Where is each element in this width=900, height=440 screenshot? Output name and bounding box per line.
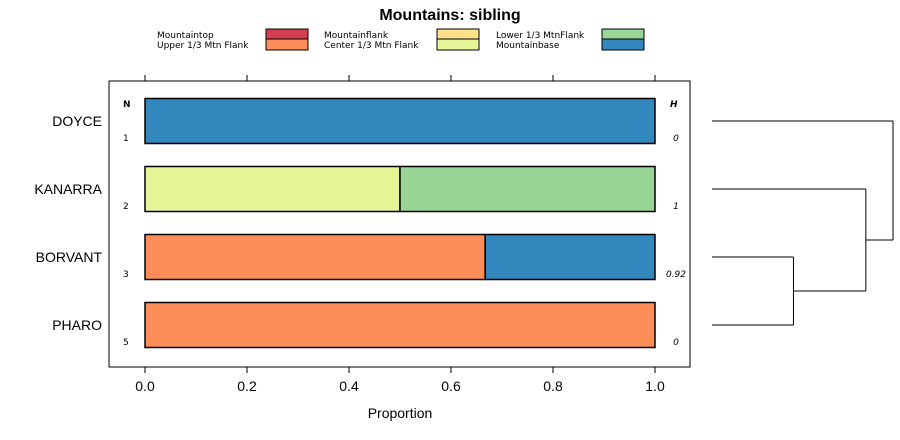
bar-kanarra-center-1-3-mtn-flank (144, 165, 401, 213)
bar-doyce-mountainbase (144, 97, 656, 145)
h-header: H (670, 100, 678, 110)
category-label-doyce: DOYCE (52, 113, 102, 129)
x-axis-label: Proportion (368, 405, 433, 421)
n-labels: 1 2 3 5 (123, 134, 129, 348)
legend-label-mountaintop: Mountaintop (157, 31, 214, 41)
legend-label-mountainbase: Mountainbase (496, 41, 560, 51)
bars (144, 97, 656, 349)
legend-swatch-upper-1-3-mtn-flank (265, 38, 309, 51)
x-tick-label-3: 0.6 (441, 378, 461, 394)
x-tick-label-0: 0.0 (135, 378, 155, 394)
category-label-pharo: PHARO (52, 317, 102, 333)
x-tick-label-2: 0.4 (339, 378, 359, 394)
h-value-doyce: 0 (673, 134, 679, 144)
legend-swatch-mountaintop (265, 28, 309, 41)
n-value-borvant: 3 (123, 270, 129, 280)
n-value-doyce: 1 (123, 134, 129, 144)
bar-borvant-upper-1-3-mtn-flank (144, 233, 486, 281)
n-header: N (123, 100, 131, 110)
category-label-borvant: BORVANT (36, 249, 103, 265)
x-tick-label-1: 0.2 (237, 378, 257, 394)
x-tick-label-4: 0.8 (543, 378, 563, 394)
bar-borvant-mountainbase (484, 233, 656, 281)
category-label-kanarra: KANARRA (34, 181, 102, 197)
chart-title: Mountains: sibling (379, 7, 520, 24)
legend-label-center-1-3-mtn-flank: Center 1/3 Mtn Flank (324, 41, 419, 51)
x-axis: 0.0 0.2 0.4 0.6 0.8 1.0 (135, 75, 665, 394)
legend-label-lower-1-3-mtnflank: Lower 1/3 MtnFlank (496, 31, 585, 41)
bar-pharo-upper-1-3-mtn-flank (144, 301, 656, 349)
h-value-pharo: 0 (673, 338, 679, 348)
dendrogram (712, 120, 894, 326)
legend-swatch-mountainbase (601, 38, 645, 51)
plot-panel (108, 80, 691, 368)
x-tick-label-5: 1.0 (645, 378, 665, 394)
bar-kanarra-lower-1-3-mtnflank (399, 165, 656, 213)
n-value-kanarra: 2 (123, 202, 129, 212)
legend-swatch-center-1-3-mtn-flank (436, 38, 480, 51)
legend-swatch-lower-1-3-mtnflank (601, 28, 645, 41)
legend-label-upper-1-3-mtn-flank: Upper 1/3 Mtn Flank (157, 41, 249, 51)
n-value-pharo: 5 (123, 338, 129, 348)
h-value-borvant: 0.92 (666, 270, 686, 280)
category-labels: DOYCE KANARRA BORVANT PHARO (34, 113, 102, 333)
legend-label-mountainflank: Mountainflank (324, 31, 389, 41)
h-labels: 0 1 0.92 0 (666, 134, 686, 348)
h-value-kanarra: 1 (673, 202, 679, 212)
legend-swatch-mountainflank (436, 28, 480, 41)
